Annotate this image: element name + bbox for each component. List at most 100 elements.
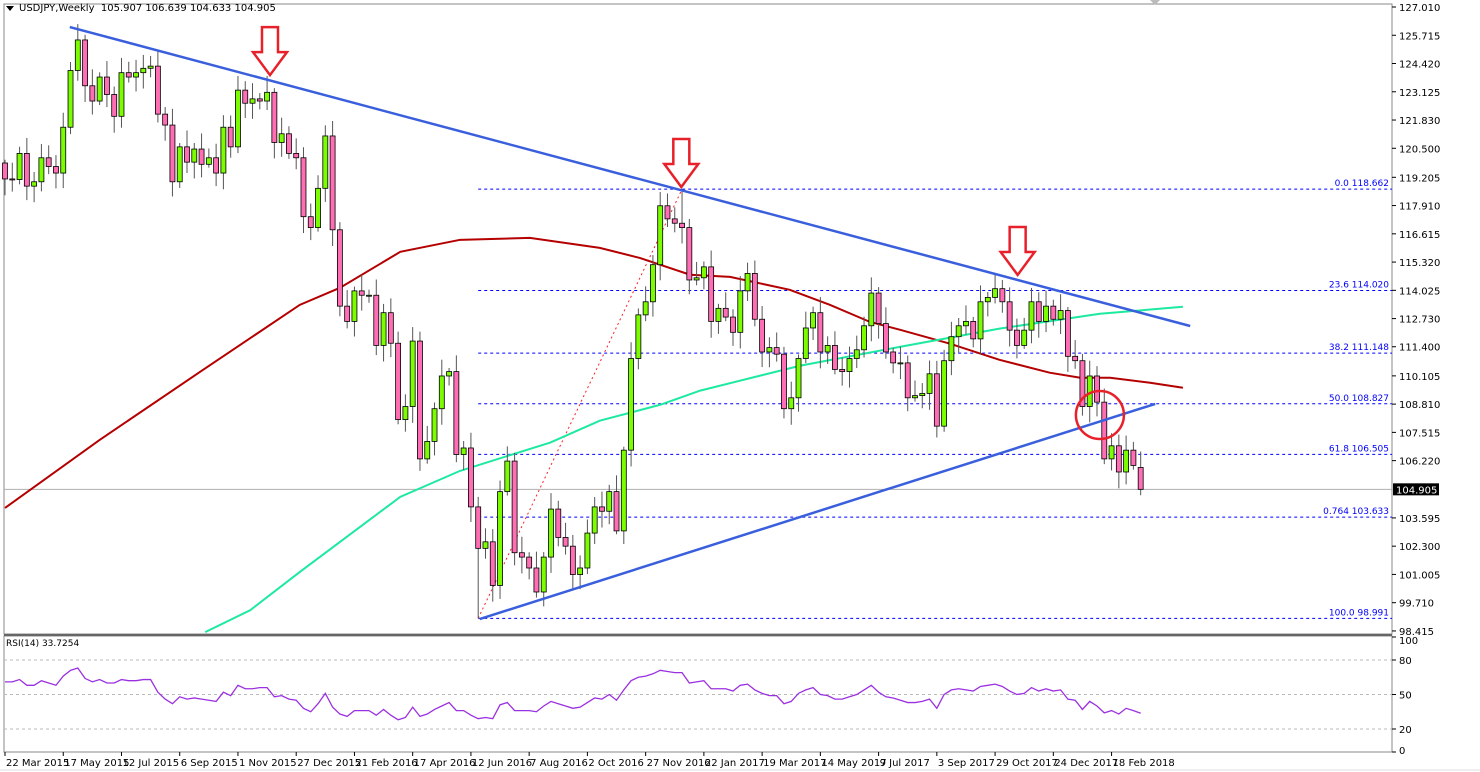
candle[interactable] (475, 496, 482, 619)
candle[interactable] (795, 354, 802, 412)
rsi-line[interactable] (5, 667, 1141, 721)
candle[interactable] (2, 159, 8, 196)
candle[interactable] (125, 61, 132, 83)
candle[interactable] (555, 500, 562, 547)
candle[interactable] (657, 191, 664, 281)
candle[interactable] (628, 342, 634, 467)
candle[interactable] (504, 446, 511, 496)
breakout-circle[interactable] (1074, 389, 1126, 441)
candle[interactable] (380, 303, 387, 362)
candle[interactable] (700, 261, 707, 290)
candle[interactable] (977, 285, 984, 355)
candle[interactable] (147, 55, 154, 78)
candle[interactable] (1050, 299, 1057, 326)
candle[interactable] (569, 534, 576, 591)
candle[interactable] (278, 117, 285, 157)
candle[interactable] (941, 349, 948, 432)
candle[interactable] (533, 551, 540, 598)
candle[interactable] (9, 162, 16, 192)
candle[interactable] (315, 175, 321, 232)
candle[interactable] (74, 24, 81, 81)
candle[interactable] (373, 279, 380, 356)
candle[interactable] (53, 155, 59, 189)
candle[interactable] (220, 115, 227, 190)
candle[interactable] (839, 357, 846, 386)
candle[interactable] (751, 260, 758, 327)
candle[interactable] (926, 360, 933, 410)
candle[interactable] (307, 203, 314, 241)
candle[interactable] (336, 222, 343, 317)
candle[interactable] (154, 50, 161, 123)
candle[interactable] (1123, 435, 1130, 485)
candle[interactable] (453, 355, 460, 463)
candle[interactable] (810, 306, 816, 341)
candle[interactable] (992, 272, 998, 304)
chart-shift-marker-icon[interactable] (1150, 0, 1160, 5)
candle[interactable] (1064, 307, 1071, 372)
candle[interactable] (730, 309, 736, 346)
candle[interactable] (613, 475, 620, 535)
candle[interactable] (31, 172, 38, 203)
candle[interactable] (96, 72, 103, 106)
candle[interactable] (176, 143, 183, 188)
candle[interactable] (919, 383, 926, 409)
candle[interactable] (1028, 287, 1035, 344)
candle[interactable] (984, 292, 991, 317)
candle[interactable] (67, 62, 74, 135)
candle[interactable] (890, 347, 897, 374)
candle[interactable] (642, 286, 649, 322)
candle[interactable] (489, 529, 496, 602)
candle[interactable] (417, 331, 423, 471)
candle[interactable] (882, 307, 889, 359)
candle[interactable] (162, 107, 169, 141)
moving-average-red[interactable] (4, 236, 1184, 509)
candle[interactable] (832, 331, 838, 375)
candle[interactable] (722, 292, 729, 322)
candle[interactable] (511, 452, 518, 566)
candle[interactable] (1115, 434, 1122, 489)
trendline-upper[interactable] (69, 25, 1191, 328)
candle[interactable] (766, 337, 773, 368)
candle[interactable] (591, 497, 598, 545)
candle[interactable] (562, 522, 569, 555)
down-arrow-icon[interactable] (250, 25, 290, 78)
candle[interactable] (875, 287, 882, 339)
candle[interactable] (358, 274, 365, 311)
candle[interactable] (300, 147, 307, 234)
candle[interactable] (169, 108, 176, 197)
candle[interactable] (497, 480, 503, 599)
candle[interactable] (60, 112, 67, 189)
candle[interactable] (118, 57, 125, 128)
candle[interactable] (693, 261, 700, 286)
candle[interactable] (104, 61, 110, 108)
candle[interactable] (679, 189, 685, 244)
candle[interactable] (227, 115, 234, 158)
candle[interactable] (584, 519, 591, 575)
collapse-triangle-icon[interactable] (6, 5, 14, 11)
candle[interactable] (1043, 290, 1049, 333)
candle[interactable] (286, 126, 292, 159)
candle[interactable] (198, 133, 205, 178)
candle[interactable] (482, 528, 489, 559)
candle[interactable] (650, 255, 656, 317)
candle[interactable] (904, 355, 911, 412)
candle[interactable] (213, 143, 220, 187)
candle[interactable] (635, 308, 642, 370)
candle[interactable] (853, 335, 860, 368)
candle[interactable] (620, 446, 627, 545)
candle[interactable] (140, 54, 147, 89)
candle[interactable] (788, 381, 795, 425)
candle[interactable] (446, 367, 452, 386)
candle[interactable] (89, 69, 96, 115)
candle[interactable] (264, 75, 270, 111)
candle[interactable] (329, 121, 336, 246)
candle[interactable] (256, 93, 263, 110)
candle[interactable] (1101, 388, 1108, 465)
candle[interactable] (606, 484, 613, 525)
candle[interactable] (344, 290, 351, 329)
candle[interactable] (431, 402, 438, 456)
candle[interactable] (802, 311, 809, 364)
candle[interactable] (948, 321, 955, 376)
candle[interactable] (577, 555, 584, 590)
candle[interactable] (387, 298, 394, 358)
